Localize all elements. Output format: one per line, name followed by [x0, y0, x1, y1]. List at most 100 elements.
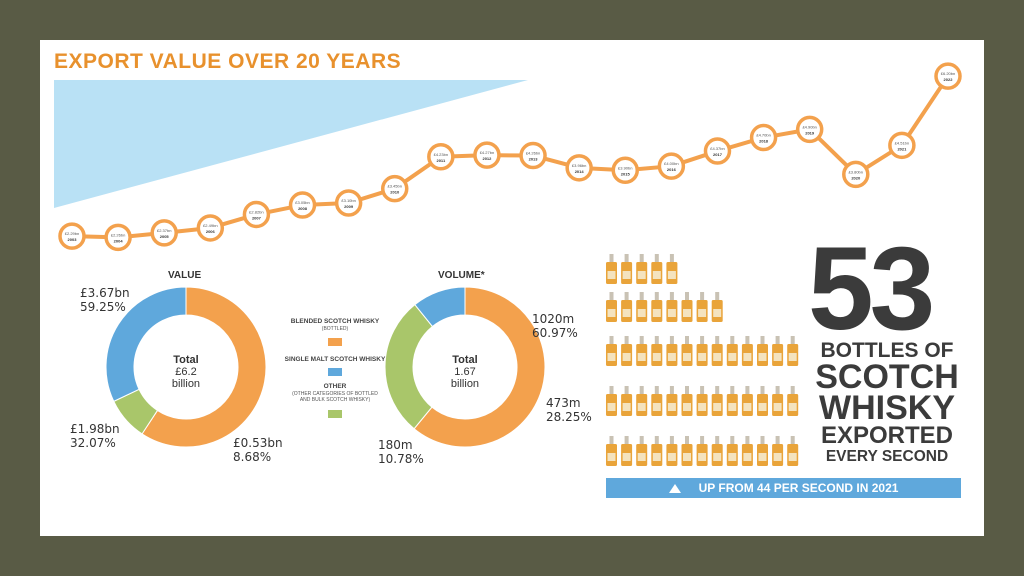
whisky-bottle: [606, 254, 617, 284]
chart-title: EXPORT VALUE OVER 20 YEARS: [54, 50, 402, 73]
value-center-unit: billion: [171, 378, 201, 390]
growth-wedge: [54, 80, 528, 208]
point-marker: [334, 189, 363, 217]
whisky-bottle: [772, 336, 784, 366]
bottle-label: [788, 453, 797, 461]
bottle-neck: [760, 386, 765, 395]
bottle-neck: [715, 436, 720, 445]
bottle-neck: [654, 292, 659, 301]
bottle-label: [698, 403, 707, 411]
bottle-neck: [639, 292, 644, 301]
value-center-amount: £6.2: [175, 366, 197, 378]
whisky-bottle: [696, 386, 708, 416]
bottle-neck: [760, 336, 765, 345]
bottle-label: [652, 271, 661, 279]
whisky-bottle: [787, 386, 799, 416]
whisky-bottle: [757, 436, 768, 466]
bottle-neck: [790, 336, 795, 345]
bottle-neck: [700, 386, 705, 395]
point-value-label: £4.23bn: [434, 152, 448, 157]
volume-single-malt-amount: 180m: [378, 438, 413, 452]
point-marker: [519, 141, 547, 170]
volume-blended-amount: 1020m: [532, 312, 575, 326]
whisky-bottle: [621, 386, 633, 416]
whisky-bottle: [681, 436, 693, 466]
whisky-bottle: [606, 292, 617, 322]
point-year-label: 2018: [759, 139, 769, 144]
bottle-label: [622, 403, 631, 411]
volume-other-amount: 473m: [546, 396, 581, 410]
point-value-label: £4.37bn: [710, 146, 724, 151]
bottle-neck: [639, 436, 644, 445]
bottle-label: [607, 309, 616, 317]
bottle-neck: [790, 436, 795, 445]
point-year-label: 2016: [667, 167, 677, 172]
bottle-neck: [669, 436, 674, 445]
point-year-label: 2008: [298, 206, 308, 211]
point-year-label: 2007: [252, 215, 262, 220]
legend-blended-swatch: [328, 338, 342, 346]
bottle-neck: [685, 436, 689, 445]
bottle-label: [773, 403, 782, 411]
whisky-bottle: [741, 386, 753, 416]
bottle-neck: [639, 336, 644, 345]
bottle-label: [607, 271, 616, 279]
whisky-bottle: [606, 386, 617, 416]
bottle-label: [652, 353, 661, 361]
bottle-label: [743, 403, 752, 411]
bottle-label: [683, 453, 691, 461]
bottle-neck: [760, 436, 765, 445]
bottle-label: [788, 353, 797, 361]
bottle-label: [698, 309, 707, 317]
point-year-label: 2010: [390, 190, 400, 195]
whisky-bottle: [636, 292, 648, 322]
bottle-neck: [609, 436, 614, 445]
value-donut-chart: [105, 286, 267, 448]
whisky-bottle: [651, 292, 663, 322]
whisky-bottle: [666, 336, 678, 366]
whisky-bottle: [787, 336, 799, 366]
whisky-bottle: [726, 436, 738, 466]
whisky-bottle: [696, 292, 708, 322]
bottle-label: [728, 353, 737, 361]
bottle-neck: [775, 336, 780, 345]
point-marker: [795, 115, 824, 144]
bottle-label: [743, 453, 752, 461]
bottle-neck: [639, 254, 644, 263]
caption-line-1: BOTTLES OF: [820, 339, 954, 362]
point-year-label: 2003: [68, 237, 78, 242]
volume-center-total: Total 1.67 billion: [425, 354, 505, 390]
whisky-bottle: [711, 436, 723, 466]
whisky-bottle: [681, 336, 693, 366]
bottle-neck: [730, 336, 735, 345]
whisky-bottle: [757, 336, 768, 366]
whisky-bottle: [651, 436, 663, 466]
point-value-label: £6.20bn: [941, 71, 955, 76]
point-value-label: £3.80bn: [849, 169, 863, 174]
bottle-label: [773, 453, 782, 461]
bottle-neck: [669, 336, 674, 345]
volume-single-malt-label: 180m 10.78%: [378, 438, 424, 466]
point-year-label: 2022: [944, 77, 954, 82]
legend-single-malt-swatch: [328, 368, 342, 376]
whisky-bottle: [606, 336, 617, 366]
point-value-label: £2.26bn: [111, 232, 125, 237]
bottle-label: [652, 453, 661, 461]
whisky-bottle: [711, 336, 723, 366]
whisky-bottle: [741, 436, 753, 466]
increase-banner: UP FROM 44 PER SECOND IN 2021: [606, 478, 961, 498]
point-year-label: 2015: [621, 171, 631, 176]
point-year-label: 2012: [482, 156, 492, 161]
bottle-label: [607, 453, 616, 461]
caption-line-5: EVERY SECOND: [825, 448, 949, 465]
bottle-label: [637, 453, 646, 461]
point-year-label: 2019: [805, 130, 815, 135]
point-year-label: 2021: [897, 146, 907, 151]
